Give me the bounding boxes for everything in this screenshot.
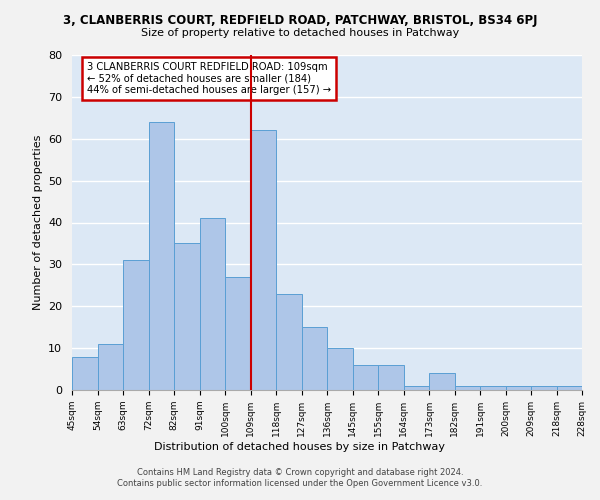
- Bar: [251, 130, 276, 390]
- Bar: [302, 327, 327, 390]
- Y-axis label: Number of detached properties: Number of detached properties: [32, 135, 43, 310]
- Text: Distribution of detached houses by size in Patchway: Distribution of detached houses by size …: [155, 442, 445, 452]
- Bar: [199, 218, 225, 390]
- Text: 3, CLANBERRIS COURT, REDFIELD ROAD, PATCHWAY, BRISTOL, BS34 6PJ: 3, CLANBERRIS COURT, REDFIELD ROAD, PATC…: [63, 14, 537, 27]
- Bar: [531, 386, 557, 390]
- Bar: [557, 386, 582, 390]
- Bar: [505, 386, 531, 390]
- Text: Size of property relative to detached houses in Patchway: Size of property relative to detached ho…: [141, 28, 459, 38]
- Bar: [174, 244, 199, 390]
- Text: 3 CLANBERRIS COURT REDFIELD ROAD: 109sqm
← 52% of detached houses are smaller (1: 3 CLANBERRIS COURT REDFIELD ROAD: 109sqm…: [88, 62, 331, 95]
- Bar: [429, 373, 455, 390]
- Bar: [455, 386, 480, 390]
- Text: Contains HM Land Registry data © Crown copyright and database right 2024.
Contai: Contains HM Land Registry data © Crown c…: [118, 468, 482, 487]
- Bar: [327, 348, 353, 390]
- Bar: [123, 260, 149, 390]
- Bar: [149, 122, 174, 390]
- Bar: [72, 356, 97, 390]
- Bar: [276, 294, 302, 390]
- Bar: [404, 386, 429, 390]
- Bar: [97, 344, 123, 390]
- Bar: [480, 386, 505, 390]
- Bar: [353, 365, 378, 390]
- Bar: [225, 277, 251, 390]
- Bar: [378, 365, 404, 390]
